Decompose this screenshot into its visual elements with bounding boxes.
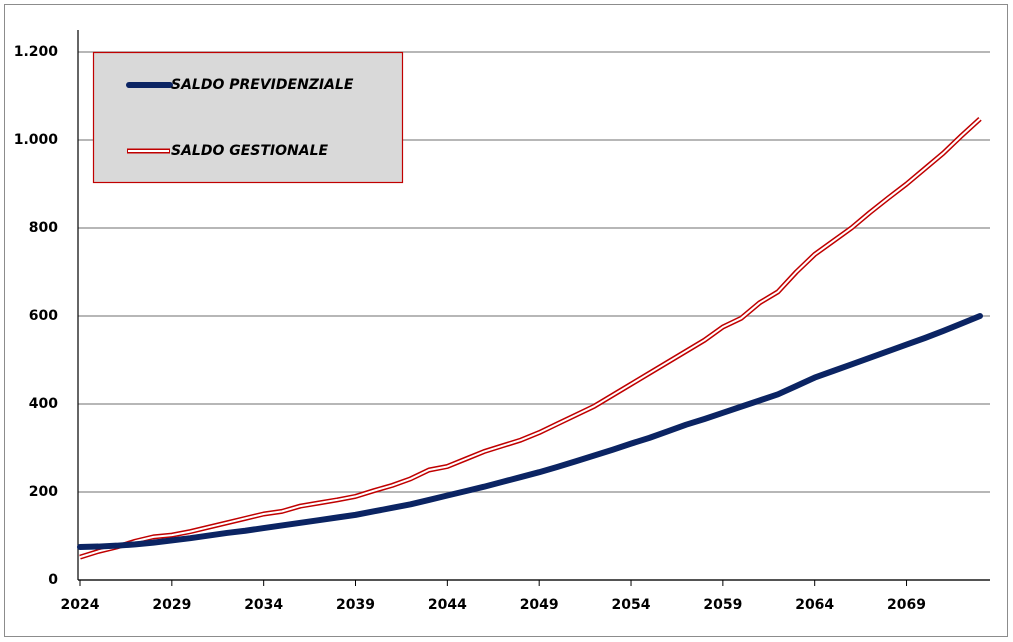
y-tick-label: 800	[29, 220, 58, 236]
x-tick-label: 2034	[244, 597, 283, 613]
x-tick-label: 2069	[887, 597, 926, 613]
series-line-inner	[79, 118, 981, 559]
y-tick-label: 1.000	[14, 132, 59, 148]
series-line	[77, 313, 983, 550]
legend-label: SALDO GESTIONALE	[171, 143, 329, 159]
y-tick-label: 1.200	[14, 44, 59, 60]
legend-label: SALDO PREVIDENZIALE	[171, 77, 354, 93]
x-tick-label: 2024	[61, 597, 100, 613]
x-tick-label: 2059	[703, 597, 742, 613]
x-tick-label: 2044	[428, 597, 467, 613]
y-tick-label: 200	[29, 484, 58, 500]
x-tick-label: 2029	[152, 597, 191, 613]
y-tick-label: 0	[48, 572, 58, 588]
y-tick-label: 400	[29, 396, 58, 412]
y-tick-label: 600	[29, 308, 58, 324]
x-tick-label: 2054	[612, 597, 651, 613]
x-tick-label: 2039	[336, 597, 375, 613]
x-tick-label: 2064	[795, 597, 834, 613]
legend-box	[92, 51, 404, 184]
x-tick-label: 2049	[520, 597, 559, 613]
